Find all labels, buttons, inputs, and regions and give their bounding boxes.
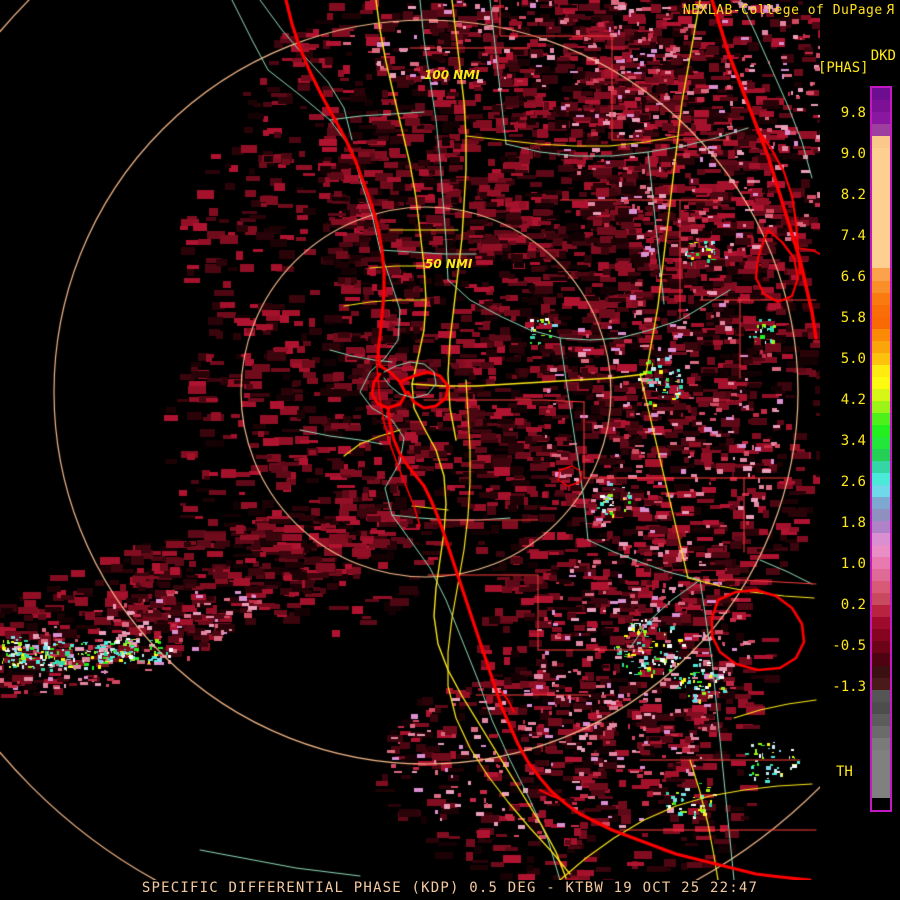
- colorbar-gradient-strip: [872, 88, 890, 810]
- colorbar-band-11: [872, 220, 890, 233]
- colorbar-band-22: [872, 352, 890, 365]
- product-status-line: SPECIFIC DIFFERENTIAL PHASE (KDP) 0.5 DE…: [141, 880, 759, 896]
- colorbar-band-17: [872, 292, 890, 305]
- colorbar-band-13: [872, 244, 890, 257]
- colorbar-band-54: [872, 737, 890, 750]
- branding-mark-icon: R: [885, 3, 894, 18]
- colorbar-band-3: [872, 124, 890, 137]
- colorbar-tick-0p2: 0.2: [840, 597, 866, 613]
- colorbar-band-36: [872, 521, 890, 534]
- radar-reflectivity-canvas[interactable]: [0, 0, 820, 880]
- colorbar-tick-8p2: 8.2: [840, 187, 866, 203]
- colorbar-band-49: [872, 677, 890, 690]
- colorbar-band-19: [872, 316, 890, 329]
- colorbar-band-18: [872, 304, 890, 317]
- colorbar-band-38: [872, 545, 890, 558]
- colorbar-band-30: [872, 448, 890, 461]
- colorbar-header-label: DKD: [870, 48, 896, 64]
- colorbar-tick-9p0: 9.0: [840, 146, 866, 162]
- colorbar-band-21: [872, 340, 890, 353]
- colorbar-tick-1p8: 1.8: [840, 515, 866, 531]
- colorbar-band-26: [872, 400, 890, 413]
- colorbar-band-9: [872, 196, 890, 209]
- colorbar-band-34: [872, 497, 890, 510]
- colorbar-band-10: [872, 208, 890, 221]
- radar-display[interactable]: [0, 0, 820, 880]
- colorbar-tick-5p8: 5.8: [840, 310, 866, 326]
- colorbar-tick-5p0: 5.0: [840, 351, 866, 367]
- colorbar-band-24: [872, 376, 890, 389]
- colorbar[interactable]: [870, 86, 892, 812]
- colorbar-band-8: [872, 184, 890, 197]
- colorbar-band-2: [872, 112, 890, 125]
- colorbar-band-0: [872, 88, 890, 101]
- colorbar-band-12: [872, 232, 890, 245]
- colorbar-band-45: [872, 629, 890, 642]
- colorbar-band-51: [872, 701, 890, 714]
- colorbar-band-5: [872, 148, 890, 161]
- colorbar-tick-4p2: 4.2: [840, 392, 866, 408]
- colorbar-band-29: [872, 436, 890, 449]
- colorbar-band-56: [872, 761, 890, 774]
- colorbar-band-32: [872, 473, 890, 486]
- branding-text: NEXLAB-College of DuPage: [682, 3, 883, 18]
- colorbar-band-31: [872, 460, 890, 473]
- colorbar-band-25: [872, 388, 890, 401]
- colorbar-band-7: [872, 172, 890, 185]
- colorbar-band-15: [872, 268, 890, 281]
- colorbar-footer-label: TH: [836, 764, 853, 780]
- branding-label: NEXLAB-College of DuPage R: [683, 3, 894, 18]
- colorbar-band-14: [872, 256, 890, 269]
- colorbar-band-33: [872, 485, 890, 498]
- colorbar-band-35: [872, 509, 890, 522]
- colorbar-band-59: [872, 797, 890, 810]
- colorbar-band-53: [872, 725, 890, 738]
- colorbar-band-43: [872, 605, 890, 618]
- colorbar-tick-neg0p5: -0.5: [832, 638, 866, 654]
- colorbar-band-6: [872, 160, 890, 173]
- colorbar-tick-1p0: 1.0: [840, 556, 866, 572]
- colorbar-band-23: [872, 364, 890, 377]
- colorbar-band-52: [872, 713, 890, 726]
- range-ring-label-100nmi: 100 NMI: [424, 68, 480, 82]
- colorbar-tick-2p6: 2.6: [840, 474, 866, 490]
- colorbar-band-37: [872, 533, 890, 546]
- colorbar-band-27: [872, 412, 890, 425]
- colorbar-band-20: [872, 328, 890, 341]
- colorbar-band-50: [872, 689, 890, 702]
- colorbar-tick-3p4: 3.4: [840, 433, 866, 449]
- colorbar-band-55: [872, 749, 890, 762]
- colorbar-tick-9p8: 9.8: [840, 105, 866, 121]
- colorbar-band-42: [872, 593, 890, 606]
- colorbar-band-47: [872, 653, 890, 666]
- colorbar-tick-7p4: 7.4: [840, 228, 866, 244]
- colorbar-band-1: [872, 100, 890, 113]
- colorbar-band-44: [872, 617, 890, 630]
- colorbar-band-4: [872, 136, 890, 149]
- colorbar-band-40: [872, 569, 890, 582]
- colorbar-band-16: [872, 280, 890, 293]
- colorbar-tick-6p6: 6.6: [840, 269, 866, 285]
- range-ring-label-50nmi: 50 NMI: [425, 257, 473, 271]
- colorbar-unit-label: [PHAS]: [818, 60, 869, 76]
- colorbar-band-57: [872, 773, 890, 786]
- colorbar-band-39: [872, 557, 890, 570]
- colorbar-tick-neg1p3: -1.3: [832, 679, 866, 695]
- colorbar-band-41: [872, 581, 890, 594]
- colorbar-band-58: [872, 785, 890, 798]
- colorbar-band-28: [872, 424, 890, 437]
- colorbar-band-48: [872, 665, 890, 678]
- colorbar-band-46: [872, 641, 890, 654]
